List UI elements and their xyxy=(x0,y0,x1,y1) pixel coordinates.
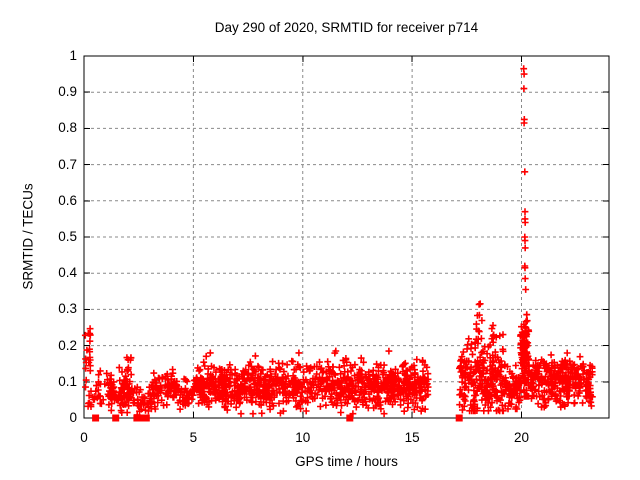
zero-marker xyxy=(112,414,120,422)
x-tick-label: 5 xyxy=(189,430,198,445)
zero-marker xyxy=(142,414,150,422)
zero-marker xyxy=(92,414,100,422)
zero-marker xyxy=(133,414,141,422)
scatter-points xyxy=(81,65,596,419)
x-tick-label: 20 xyxy=(513,430,530,445)
y-tick-label: 0.5 xyxy=(58,229,77,244)
grid-lines xyxy=(85,57,608,417)
y-tick-label: 0.4 xyxy=(58,265,77,281)
x-tick-label: 15 xyxy=(404,430,420,445)
zero-marker xyxy=(346,414,354,422)
y-tick-label: 0 xyxy=(69,410,77,425)
x-tick-label: 10 xyxy=(295,430,311,445)
x-tick-label: 0 xyxy=(80,430,88,445)
x-axis-label: GPS time / hours xyxy=(295,454,398,469)
y-tick-label: 0.7 xyxy=(58,156,77,172)
y-tick-label: 0.3 xyxy=(58,301,77,317)
y-tick-label: 0.9 xyxy=(58,84,77,100)
y-tick-label: 0.1 xyxy=(58,373,77,389)
chart-title: Day 290 of 2020, SRMTID for receiver p71… xyxy=(214,20,479,35)
y-tick-label: 0.8 xyxy=(58,120,77,136)
y-tick-label: 0.2 xyxy=(58,337,77,353)
y-tick-label: 1 xyxy=(69,48,77,63)
y-tick-label: 0.6 xyxy=(58,192,77,208)
zero-marker xyxy=(455,414,463,422)
